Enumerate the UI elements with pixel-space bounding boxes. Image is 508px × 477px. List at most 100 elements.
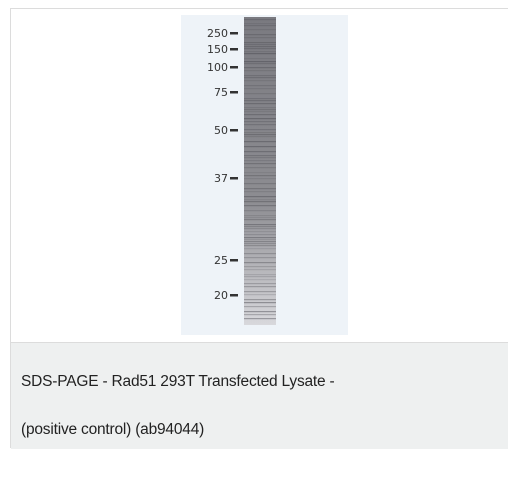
band	[244, 70, 276, 71]
band	[244, 118, 276, 119]
band	[244, 253, 276, 254]
band	[244, 37, 276, 38]
band	[244, 302, 276, 303]
band	[244, 124, 276, 125]
band	[244, 141, 276, 142]
band	[244, 53, 276, 54]
marker-dash	[230, 294, 238, 297]
band	[244, 103, 276, 104]
band	[244, 248, 276, 249]
band	[244, 274, 276, 275]
marker-label: 37	[214, 172, 228, 185]
band	[244, 107, 276, 108]
band	[244, 48, 276, 49]
band	[244, 34, 276, 35]
band	[244, 231, 276, 232]
band	[244, 134, 276, 135]
band	[244, 226, 276, 227]
band	[244, 42, 276, 43]
band	[244, 299, 276, 300]
band	[244, 311, 276, 312]
marker-label: 25	[214, 254, 228, 267]
band	[244, 262, 276, 263]
band	[244, 19, 276, 20]
marker-dash	[230, 32, 238, 35]
band	[244, 155, 276, 156]
band	[244, 294, 276, 295]
band	[244, 67, 276, 68]
band	[244, 318, 276, 319]
band	[244, 163, 276, 164]
band	[244, 172, 276, 173]
caption: SDS-PAGE - Rad51 293T Transfected Lysate…	[11, 343, 508, 449]
marker-dash	[230, 129, 238, 132]
band	[244, 146, 276, 147]
band	[244, 306, 276, 307]
band	[244, 93, 276, 94]
marker-label: 250	[207, 27, 228, 40]
band	[244, 183, 276, 184]
band	[244, 266, 276, 267]
band	[244, 257, 276, 258]
band	[244, 219, 276, 220]
band	[244, 314, 276, 315]
band	[244, 167, 276, 168]
band	[244, 237, 276, 238]
band	[244, 46, 276, 47]
band	[244, 269, 276, 270]
band	[244, 276, 276, 277]
marker-label: 100	[207, 61, 228, 74]
band	[244, 23, 276, 24]
band	[244, 196, 276, 197]
band	[244, 178, 276, 179]
band	[244, 228, 276, 229]
band	[244, 88, 276, 89]
band	[244, 151, 276, 152]
band	[244, 205, 276, 206]
band	[244, 121, 276, 122]
band	[244, 80, 276, 81]
band	[244, 286, 276, 287]
band	[244, 245, 276, 246]
band	[244, 29, 276, 30]
marker-dash	[230, 177, 238, 180]
marker-label: 50	[214, 124, 228, 137]
band	[244, 25, 276, 26]
band	[244, 239, 276, 240]
caption-line: SDS-PAGE - Rad51 293T Transfected Lysate…	[21, 373, 335, 391]
band	[244, 175, 276, 176]
band	[244, 132, 276, 133]
band	[244, 98, 276, 99]
band	[244, 63, 276, 64]
band	[244, 201, 276, 202]
band	[244, 215, 276, 216]
band	[244, 114, 276, 115]
band	[244, 234, 276, 235]
band	[244, 77, 276, 78]
band	[244, 75, 276, 76]
band	[244, 111, 276, 112]
band	[244, 51, 276, 52]
band	[244, 58, 276, 59]
band	[244, 217, 276, 218]
band	[244, 199, 276, 200]
band	[244, 224, 276, 225]
marker-dash	[230, 91, 238, 94]
band	[244, 85, 276, 86]
band	[244, 157, 276, 158]
band	[244, 191, 276, 192]
band	[244, 129, 276, 130]
band	[244, 279, 276, 280]
marker-label: 150	[207, 43, 228, 56]
band	[244, 136, 276, 137]
band	[244, 61, 276, 62]
band	[244, 210, 276, 211]
band	[244, 243, 276, 244]
band	[244, 283, 276, 284]
band	[244, 241, 276, 242]
marker-dash	[230, 259, 238, 262]
marker-label: 20	[214, 289, 228, 302]
band	[244, 100, 276, 101]
